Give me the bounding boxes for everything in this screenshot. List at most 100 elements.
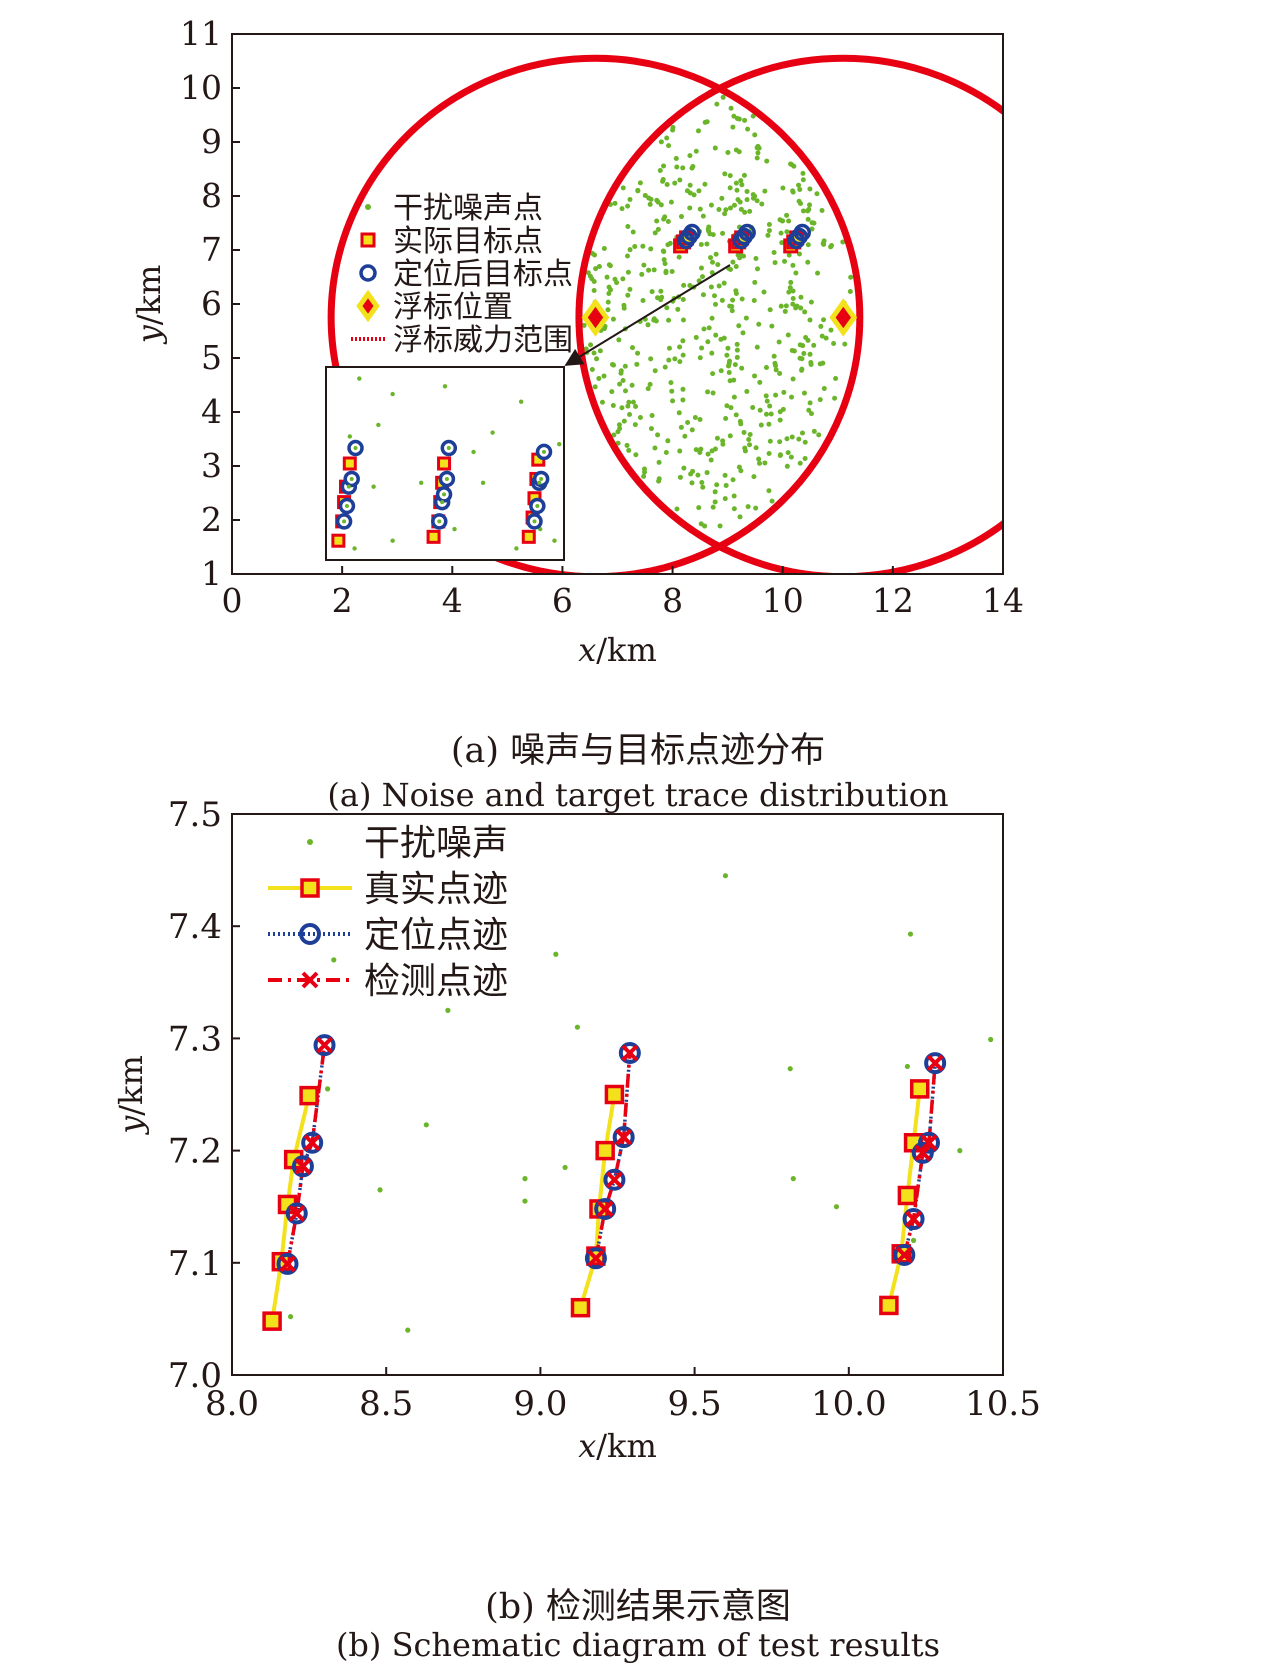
noise-point bbox=[788, 454, 794, 460]
noise-point bbox=[750, 113, 756, 119]
noise-point bbox=[797, 460, 803, 466]
noise-point bbox=[772, 260, 778, 266]
inset-noise-point bbox=[514, 546, 519, 551]
noise-point bbox=[802, 439, 808, 445]
noise-point bbox=[702, 119, 708, 125]
detected-track-point-b bbox=[895, 1246, 913, 1264]
noise-point bbox=[782, 258, 788, 264]
noise-point bbox=[829, 243, 835, 249]
located-track-point bbox=[917, 1131, 940, 1154]
noise-point bbox=[771, 249, 777, 255]
legend-label: 干扰噪声点 bbox=[393, 191, 543, 226]
noise-point bbox=[784, 212, 790, 218]
noise-point bbox=[764, 158, 770, 164]
noise-point bbox=[745, 504, 751, 510]
noise-point bbox=[706, 224, 712, 230]
caption-b-zh: (b) 检测结果示意图 bbox=[485, 1587, 791, 1627]
noise-point bbox=[741, 172, 747, 178]
noise-point bbox=[640, 243, 646, 249]
noise-point bbox=[620, 276, 626, 282]
noise-point bbox=[647, 381, 653, 387]
buoy-marker bbox=[829, 298, 858, 337]
noise-point bbox=[736, 116, 742, 122]
noise-point bbox=[728, 266, 734, 272]
legend-buoy-symbol bbox=[356, 289, 380, 323]
inset-located-dot bbox=[440, 500, 445, 505]
noise-point bbox=[585, 270, 591, 276]
noise-point bbox=[677, 474, 683, 480]
noise-point bbox=[820, 360, 826, 366]
noise-point bbox=[823, 335, 829, 341]
noise-point bbox=[641, 262, 647, 268]
noise-point bbox=[709, 350, 715, 356]
noise-point bbox=[697, 206, 703, 212]
noise-point bbox=[728, 405, 734, 411]
noise-point bbox=[722, 496, 728, 502]
noise-point bbox=[734, 187, 740, 193]
noise-point bbox=[677, 448, 683, 454]
noise-point bbox=[778, 303, 784, 309]
detected-track-point bbox=[905, 1210, 922, 1228]
detected-track-point bbox=[914, 1144, 932, 1162]
noise-point bbox=[325, 1086, 331, 1092]
noise-point bbox=[625, 224, 631, 230]
plot-frame-b bbox=[231, 813, 1004, 1376]
noise-point bbox=[698, 241, 704, 247]
located-track-point bbox=[902, 1208, 925, 1231]
noise-point bbox=[848, 274, 854, 280]
legend-located-symbol bbox=[359, 264, 377, 282]
noise-point bbox=[763, 393, 769, 399]
noise-point bbox=[592, 252, 598, 258]
noise-point bbox=[651, 317, 657, 323]
true-track-point bbox=[262, 1311, 282, 1331]
noise-point bbox=[704, 241, 710, 247]
inset-noise-point bbox=[471, 449, 476, 455]
noise-point bbox=[733, 288, 739, 294]
noise-point bbox=[700, 484, 706, 490]
y-tick-label: 6 bbox=[201, 284, 222, 323]
noise-point bbox=[716, 283, 722, 289]
noise-point bbox=[680, 352, 686, 358]
noise-point bbox=[597, 348, 603, 354]
detected-track-point bbox=[895, 1246, 913, 1264]
noise-point bbox=[769, 323, 775, 329]
noise-point bbox=[708, 255, 714, 261]
noise-point bbox=[445, 1007, 451, 1013]
x-axis-label: x/km bbox=[578, 1427, 657, 1465]
noise-point bbox=[680, 296, 686, 302]
noise-point bbox=[765, 232, 771, 238]
located-track-point bbox=[301, 1131, 324, 1154]
noise-point bbox=[793, 270, 799, 276]
noise-point bbox=[799, 430, 805, 436]
noise-point bbox=[712, 499, 718, 505]
noise-point bbox=[771, 353, 777, 359]
detected-track-point-b bbox=[279, 1255, 296, 1273]
noise-point bbox=[730, 124, 736, 130]
noise-point bbox=[805, 208, 811, 214]
noise-point bbox=[757, 460, 763, 466]
noise-point bbox=[699, 345, 705, 351]
x-tick-label: 10.0 bbox=[811, 1384, 887, 1424]
noise-point bbox=[677, 177, 683, 183]
inset-located-dot bbox=[444, 476, 449, 481]
noise-point bbox=[738, 468, 744, 474]
true-track-point bbox=[570, 1297, 591, 1318]
noise-point bbox=[764, 398, 770, 404]
noise-point bbox=[739, 365, 745, 371]
noise-point bbox=[637, 415, 643, 421]
noise-point bbox=[766, 450, 772, 456]
noise-point bbox=[808, 299, 814, 305]
noise-point bbox=[790, 188, 796, 194]
inset-located-dot bbox=[437, 519, 442, 524]
noise-point bbox=[658, 288, 664, 294]
noise-point bbox=[724, 403, 730, 409]
noise-point bbox=[601, 245, 607, 251]
noise-point bbox=[790, 262, 796, 268]
noise-point bbox=[789, 434, 795, 440]
inset-located-dot bbox=[346, 484, 351, 489]
noise-point bbox=[712, 489, 718, 495]
noise-point bbox=[818, 323, 824, 329]
